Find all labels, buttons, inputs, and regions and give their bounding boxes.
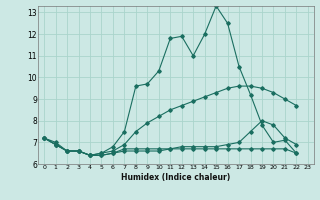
X-axis label: Humidex (Indice chaleur): Humidex (Indice chaleur): [121, 173, 231, 182]
